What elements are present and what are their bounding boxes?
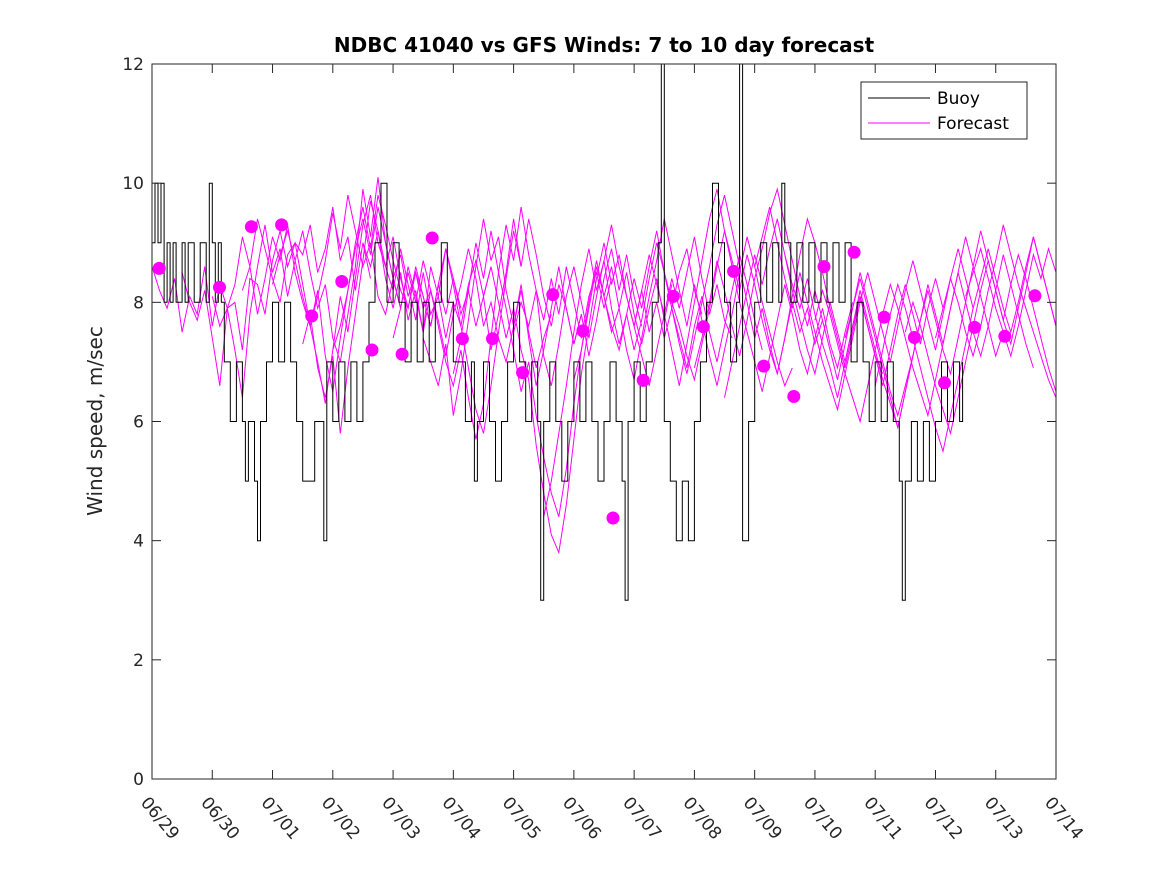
y-tick-label: 0 bbox=[133, 770, 144, 790]
y-axis-label: Wind speed, m/sec bbox=[83, 326, 107, 516]
forecast-dot-16 bbox=[666, 289, 680, 303]
y-tick-label: 2 bbox=[133, 651, 144, 671]
forecast-dot-0 bbox=[152, 261, 166, 275]
chart-title: NDBC 41040 vs GFS Winds: 7 to 10 day for… bbox=[334, 33, 875, 57]
forecast-dot-2 bbox=[244, 220, 258, 234]
forecast-dot-23 bbox=[877, 310, 891, 324]
forecast-dot-24 bbox=[907, 331, 921, 344]
forecast-dot-25 bbox=[938, 376, 951, 390]
forecast-line-2 bbox=[211, 177, 432, 398]
forecast-dots bbox=[152, 218, 1042, 525]
forecast-dot-13 bbox=[576, 324, 590, 338]
forecast-dot-9 bbox=[455, 332, 469, 346]
forecast-dot-15 bbox=[636, 373, 650, 387]
forecast-dot-11 bbox=[516, 366, 530, 380]
legend-box bbox=[860, 81, 1028, 140]
y-tick-label: 12 bbox=[122, 55, 144, 75]
forecast-dot-20 bbox=[787, 390, 801, 403]
legend: Buoy Forecast bbox=[860, 81, 1028, 140]
forecast-dot-21 bbox=[817, 260, 831, 274]
y-tick-label: 6 bbox=[133, 413, 144, 433]
y-axis: 0 2 4 6 8 10 12 bbox=[122, 55, 1056, 790]
forecast-dot-7 bbox=[395, 347, 409, 361]
legend-label-buoy: Buoy bbox=[937, 89, 980, 109]
forecast-dot-28 bbox=[1028, 289, 1042, 303]
forecast-dot-22 bbox=[847, 245, 861, 259]
forecast-line-26 bbox=[935, 224, 1056, 399]
forecast-dot-27 bbox=[998, 329, 1012, 343]
buoy-line bbox=[152, 64, 964, 601]
forecast-dot-19 bbox=[757, 359, 771, 373]
forecast-dot-5 bbox=[335, 275, 349, 288]
forecast-dot-1 bbox=[213, 280, 226, 294]
forecast-dot-26 bbox=[968, 320, 982, 334]
plot-area bbox=[152, 64, 1056, 601]
forecast-line-8 bbox=[392, 206, 612, 440]
legend-label-forecast: Forecast bbox=[937, 114, 1009, 134]
y-tick-label: 4 bbox=[133, 532, 144, 552]
forecast-dot-18 bbox=[727, 264, 741, 278]
forecast-dot-10 bbox=[486, 332, 499, 346]
forecast-dot-6 bbox=[365, 343, 379, 357]
forecast-line-20 bbox=[754, 206, 974, 412]
forecast-dot-3 bbox=[275, 218, 289, 232]
forecast-dot-4 bbox=[305, 309, 319, 323]
forecast-dot-14 bbox=[606, 511, 620, 525]
forecast-dot-17 bbox=[696, 320, 710, 334]
forecast-line-27 bbox=[965, 246, 1056, 358]
forecast-line-17 bbox=[663, 216, 884, 382]
buoy-series bbox=[152, 64, 964, 601]
y-tick-label: 10 bbox=[122, 174, 144, 194]
forecast-line-13 bbox=[543, 242, 763, 517]
forecast-dot-12 bbox=[546, 288, 560, 302]
forecast-line-16 bbox=[633, 188, 854, 392]
y-tick-label: 8 bbox=[133, 293, 144, 313]
forecast-line-21 bbox=[784, 236, 1004, 430]
forecast-dot-8 bbox=[425, 231, 439, 245]
